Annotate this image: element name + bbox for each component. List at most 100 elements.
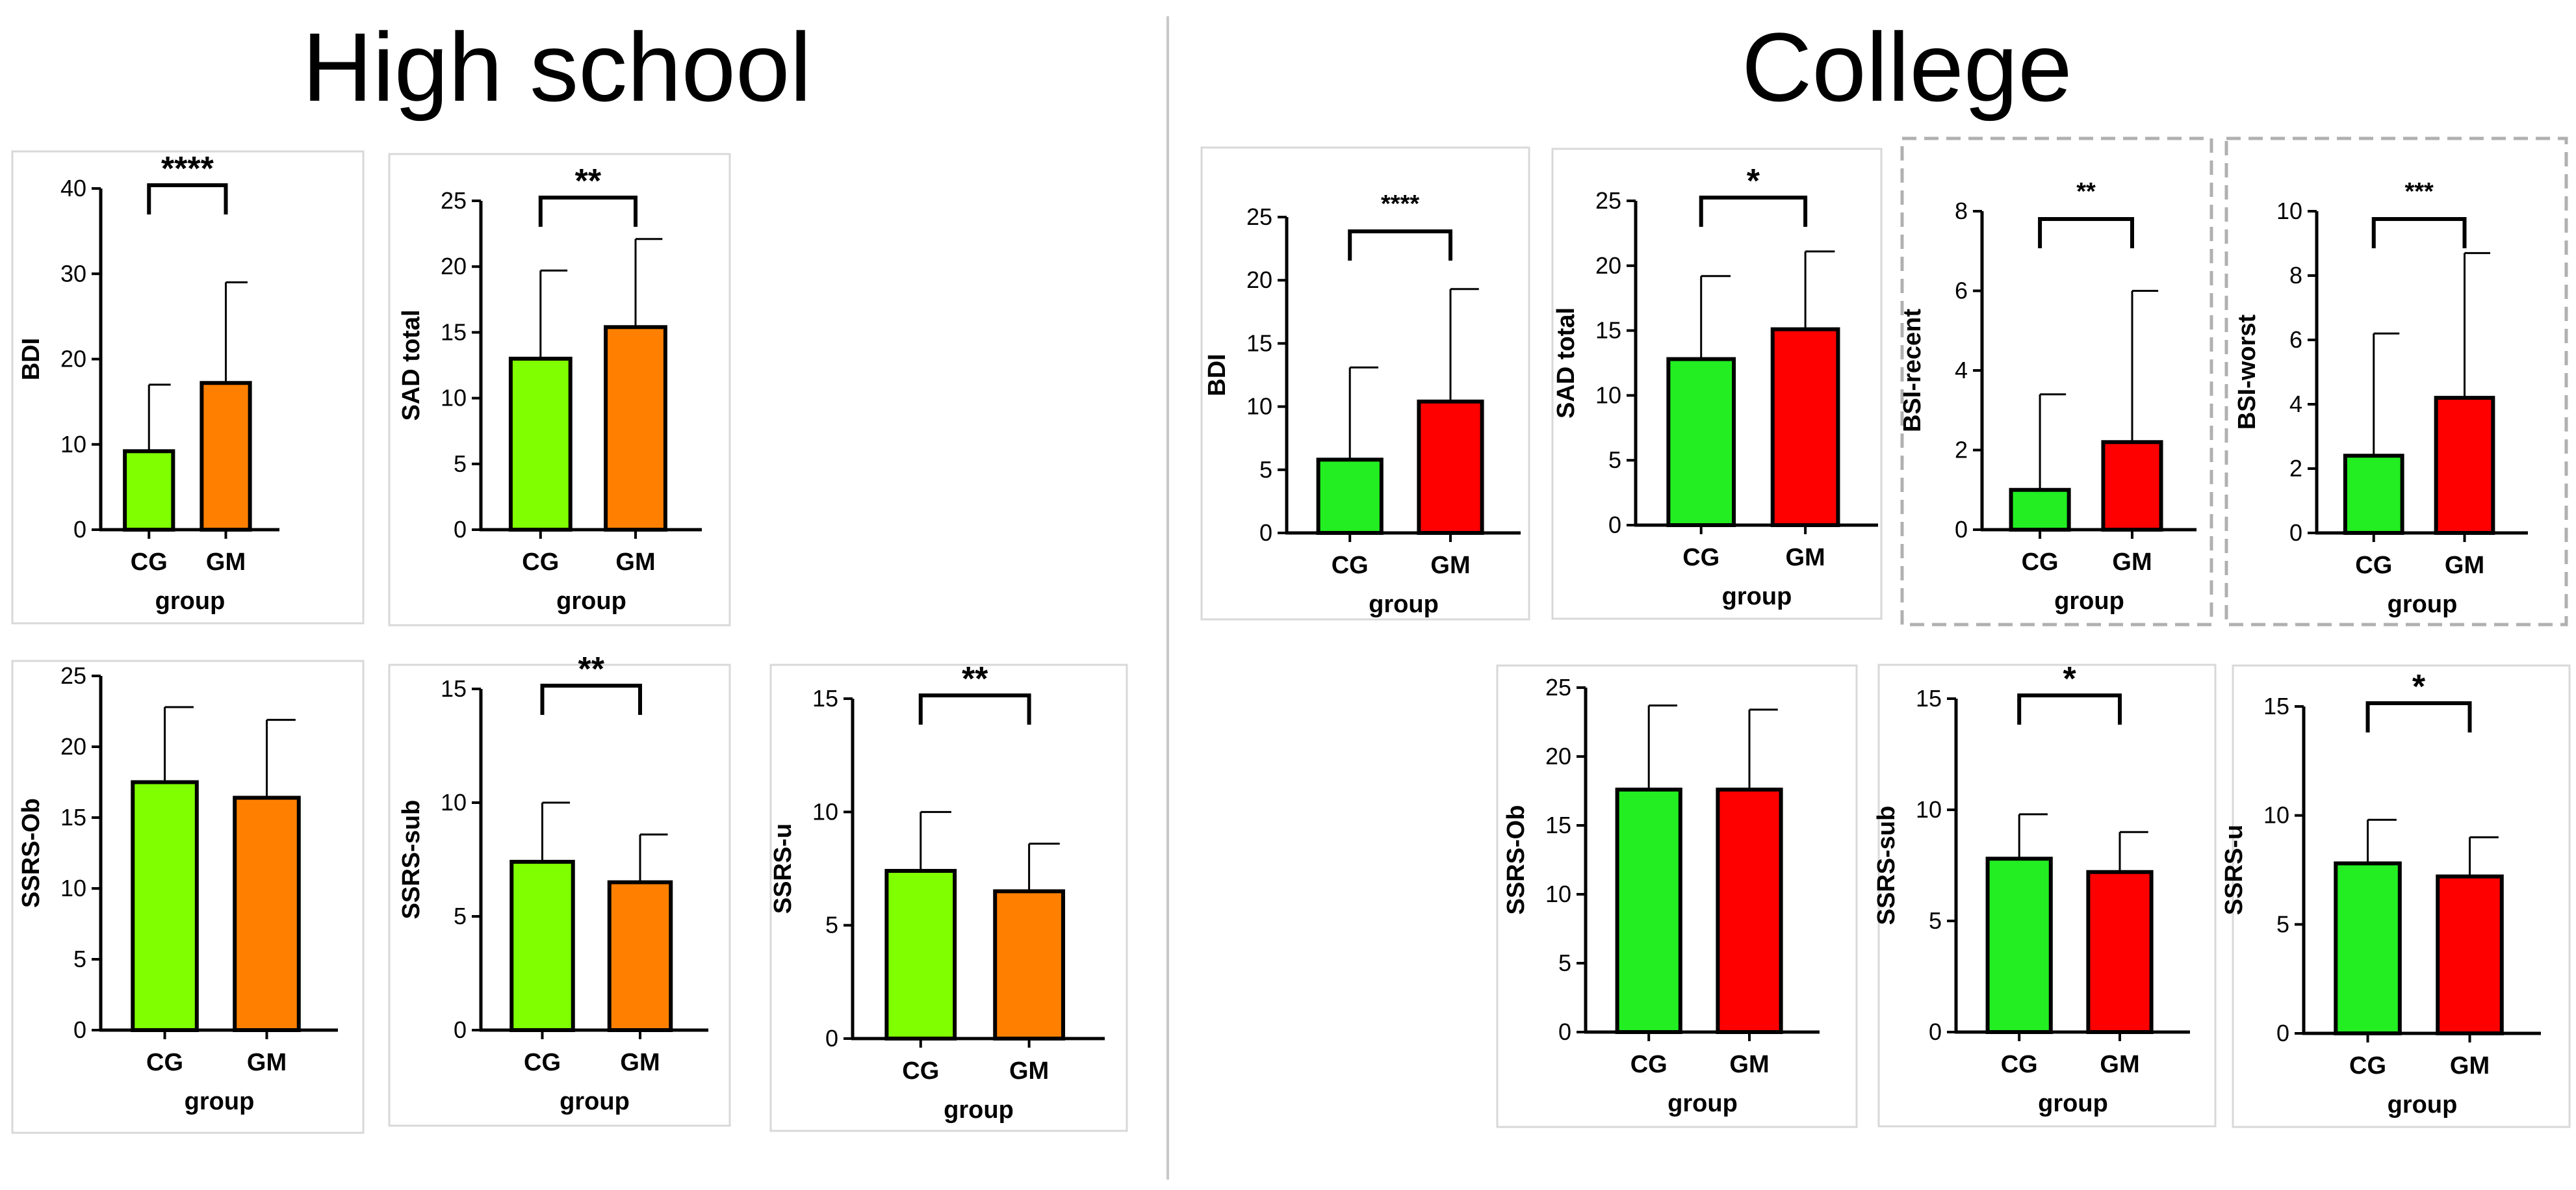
y-axis-label: SAD total	[398, 310, 425, 421]
y-tick-label: 30	[60, 260, 86, 287]
x-tick-label: CG	[2022, 549, 2059, 576]
y-tick-label: 20	[1595, 252, 1621, 279]
y-tick-label: 5	[825, 912, 838, 938]
bar-gm	[2436, 874, 2504, 1035]
y-tick-label: 4	[1955, 357, 1968, 383]
significance-bracket	[918, 693, 1031, 725]
panel-frame	[1200, 146, 1530, 621]
bar-gm	[2101, 440, 2163, 532]
y-tick-label: 10	[812, 798, 838, 825]
bar-cg	[884, 868, 957, 1041]
significance-bracket	[1348, 229, 1452, 261]
x-axis-label: group	[560, 1088, 630, 1115]
x-axis-label: group	[1369, 591, 1439, 618]
x-tick-label: GM	[2445, 552, 2484, 579]
significance-stars: **	[578, 651, 605, 688]
y-tick-label: 2	[1955, 437, 1968, 463]
bar-gm	[1417, 399, 1484, 535]
x-tick-label: CG	[1682, 544, 1719, 571]
y-axis-label: SSRS-sub	[398, 800, 425, 920]
y-tick-label: 25	[60, 662, 86, 689]
x-tick-label: GM	[2450, 1052, 2490, 1080]
y-tick-label: 6	[2289, 326, 2302, 353]
y-tick-label: 0	[2289, 519, 2302, 546]
y-tick-label: 0	[825, 1025, 838, 1052]
y-tick-label: 15	[1916, 685, 1942, 712]
x-axis-label: group	[2388, 1091, 2458, 1119]
bar-cg	[2009, 487, 2071, 532]
x-axis-label: group	[2054, 588, 2124, 615]
chart-panel-hs-ssrs-u: 0 5 10 15 CG GM group SSRS-u **	[769, 660, 1128, 1132]
x-tick-label: GM	[2112, 549, 2152, 576]
chart-panel-col-bsi-worst: 0 2 4 6 8 10 CG GM group BSI-worst ***	[2224, 136, 2568, 627]
chart-panel-hs-ssrs-ob: 0 5 10 15 20 25 CG GM group SSRS-Ob	[11, 660, 365, 1134]
y-tick-label: 10	[1545, 881, 1571, 907]
bar-gm	[2086, 870, 2154, 1035]
y-tick-label: 5	[2276, 911, 2289, 937]
x-tick-label: CG	[1630, 1051, 1668, 1078]
significance-stars: **	[2076, 178, 2096, 205]
y-axis-label: SSRS-Ob	[18, 798, 45, 908]
y-tick-label: 5	[73, 946, 86, 972]
x-tick-label: CG	[131, 549, 168, 576]
x-axis-label: group	[2038, 1090, 2108, 1117]
y-tick-label: 0	[1608, 511, 1621, 538]
y-axis-label: SSRS-sub	[1873, 806, 1900, 925]
significance-bracket	[1699, 196, 1808, 227]
y-tick-label: 10	[2263, 802, 2289, 829]
y-tick-label: 0	[1955, 516, 1968, 543]
x-tick-label: CG	[2001, 1051, 2038, 1078]
bar-gm	[200, 381, 252, 532]
x-axis-label: group	[155, 588, 225, 615]
y-axis-label: BDI	[18, 338, 45, 380]
bar-gm	[2434, 396, 2495, 535]
x-tick-label: GM	[1729, 1051, 1769, 1078]
y-tick-label: 5	[1929, 907, 1942, 934]
y-tick-label: 25	[1246, 203, 1272, 230]
y-tick-label: 15	[441, 675, 467, 702]
college-title: College	[1742, 12, 2072, 122]
chart-panel-col-sad: 0 5 10 15 20 25 CG GM group SAD total *	[1551, 148, 1883, 620]
y-tick-label: 8	[1955, 198, 1968, 224]
significance-bracket	[2017, 693, 2122, 725]
bar-cg	[1985, 857, 2053, 1034]
y-tick-label: 15	[1246, 330, 1272, 356]
y-tick-label: 0	[2276, 1020, 2289, 1046]
x-tick-label: GM	[247, 1049, 287, 1076]
significance-bracket	[538, 196, 638, 227]
x-tick-label: CG	[524, 1049, 561, 1076]
significance-stars: *	[2412, 668, 2426, 706]
y-tick-label: 8	[2289, 262, 2302, 289]
y-axis-label: SSRS-Ob	[1502, 805, 1530, 915]
bar-cg	[1316, 458, 1384, 535]
x-tick-label: GM	[620, 1049, 660, 1076]
y-tick-label: 0	[73, 1016, 86, 1043]
y-tick-label: 6	[1955, 278, 1968, 304]
bar-cg	[1666, 357, 1736, 527]
significance-bracket	[2038, 217, 2134, 248]
y-tick-label: 20	[1545, 743, 1571, 770]
y-axis-label: BDI	[1204, 354, 1231, 396]
chart-panel-hs-bdi: 0 10 20 30 40 CG GM group BDI ****	[11, 150, 365, 625]
x-tick-label: CG	[2349, 1052, 2386, 1080]
chart-panel-col-bsi-recent: 0 2 4 6 8 CG GM group BSI-recent **	[1899, 136, 2213, 627]
y-tick-label: 0	[454, 1016, 467, 1043]
bar-cg	[123, 449, 175, 532]
x-tick-label: GM	[1009, 1057, 1049, 1085]
y-tick-label: 10	[441, 789, 467, 816]
y-tick-label: 10	[441, 385, 467, 411]
significance-stars: ***	[2404, 178, 2434, 205]
bar-gm	[993, 889, 1065, 1041]
y-tick-label: 5	[454, 450, 467, 477]
bar-cg	[1615, 787, 1682, 1034]
y-tick-label: 10	[1246, 393, 1272, 420]
chart-panel-col-ssrs-u: 0 5 10 15 CG GM group SSRS-u *	[2221, 664, 2571, 1128]
x-tick-label: CG	[2355, 552, 2392, 579]
y-tick-label: 0	[73, 516, 86, 543]
chart-panel-hs-ssrs-sub: 0 5 10 15 CG GM group SSRS-sub **	[388, 651, 731, 1127]
y-tick-label: 15	[2263, 693, 2289, 719]
significance-stars: *	[2063, 660, 2076, 698]
y-tick-label: 5	[1558, 950, 1571, 976]
x-tick-label: GM	[615, 549, 655, 576]
x-axis-label: group	[1668, 1090, 1738, 1117]
